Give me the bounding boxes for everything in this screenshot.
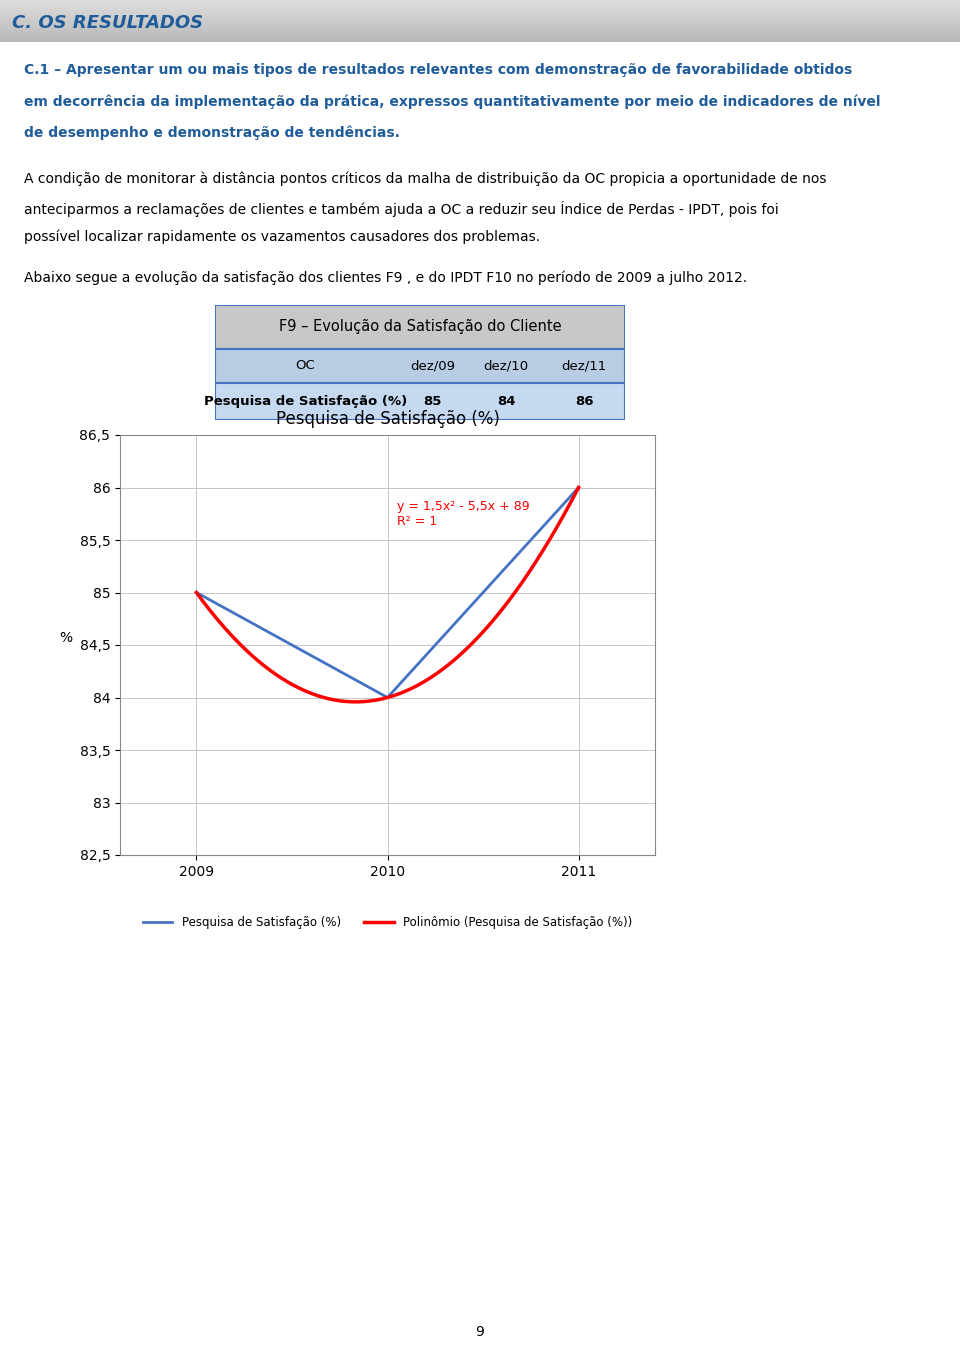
Text: F9 – Evolução da Satisfação do Cliente: F9 – Evolução da Satisfação do Cliente <box>278 320 562 335</box>
Text: C. OS RESULTADOS: C. OS RESULTADOS <box>12 14 203 33</box>
Text: possível localizar rapidamente os vazamentos causadores dos problemas.: possível localizar rapidamente os vazame… <box>24 229 540 244</box>
Legend: Pesquisa de Satisfação (%), Polinômio (Pesquisa de Satisfação (%)): Pesquisa de Satisfação (%), Polinômio (P… <box>138 912 637 934</box>
Text: 9: 9 <box>475 1325 485 1339</box>
Text: 84: 84 <box>497 396 516 408</box>
Text: OC: OC <box>296 359 315 373</box>
Text: dez/10: dez/10 <box>484 359 529 373</box>
Text: dez/09: dez/09 <box>410 359 455 373</box>
Text: Pesquisa de Satisfação (%): Pesquisa de Satisfação (%) <box>204 396 407 408</box>
Text: A condição de monitorar à distância pontos críticos da malha de distribuição da : A condição de monitorar à distância pont… <box>24 172 827 186</box>
Text: anteciparmos a reclamações de clientes e também ajuda a OC a reduzir seu Índice : anteciparmos a reclamações de clientes e… <box>24 201 779 217</box>
Text: em decorrência da implementação da prática, expressos quantitativamente por meio: em decorrência da implementação da práti… <box>24 93 880 108</box>
Bar <box>215 305 625 348</box>
Text: Abaixo segue a evolução da satisfação dos clientes F9 , e do IPDT F10 no período: Abaixo segue a evolução da satisfação do… <box>24 271 747 286</box>
Text: y = 1,5x² - 5,5x + 89
R² = 1: y = 1,5x² - 5,5x + 89 R² = 1 <box>397 500 530 527</box>
Bar <box>215 383 625 420</box>
Title: Pesquisa de Satisfação (%): Pesquisa de Satisfação (%) <box>276 411 499 428</box>
Text: C.1 – Apresentar um ou mais tipos de resultados relevantes com demonstração de f: C.1 – Apresentar um ou mais tipos de res… <box>24 62 852 77</box>
Text: dez/11: dez/11 <box>562 359 607 373</box>
Text: 85: 85 <box>423 396 442 408</box>
Y-axis label: %: % <box>59 631 72 645</box>
Bar <box>215 348 625 383</box>
Text: de desempenho e demonstração de tendências.: de desempenho e demonstração de tendênci… <box>24 126 400 140</box>
Text: 86: 86 <box>575 396 593 408</box>
